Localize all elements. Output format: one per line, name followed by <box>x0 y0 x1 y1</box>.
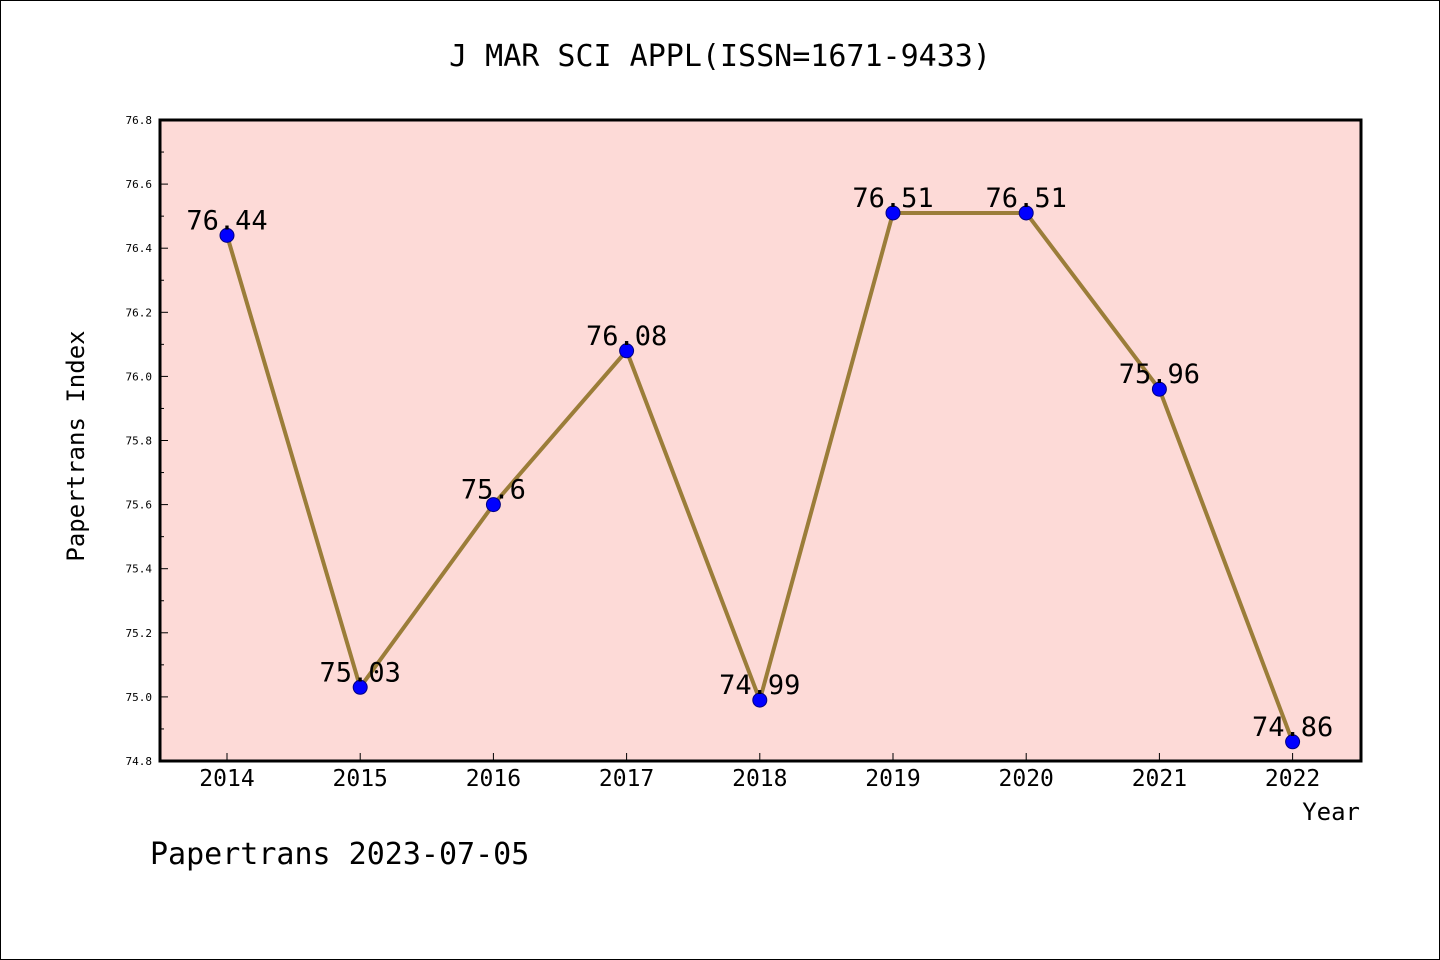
data-labels: 76.44 75.03 75.6 76.08 74.99 76.51 76.51 75.96 7… <box>186 183 1333 743</box>
x-tick-label: 2014 <box>199 766 254 792</box>
y-axis-title: Papertrans Index <box>62 330 90 561</box>
y-tick-label: 76.2 <box>126 306 153 319</box>
y-tick-label: 75.6 <box>126 499 153 512</box>
data-point <box>1285 734 1301 750</box>
x-tick-label: 2015 <box>333 766 388 792</box>
data-point <box>485 497 501 513</box>
x-tick-label: 2016 <box>466 766 521 792</box>
data-point <box>1151 381 1167 397</box>
data-label: 76.51 <box>852 183 933 214</box>
y-tick-label: 76.0 <box>126 370 153 383</box>
data-point <box>752 692 768 708</box>
y-tick-label: 76.8 <box>126 114 153 127</box>
y-tick-label: 74.8 <box>126 755 153 768</box>
y-tick-label: 75.2 <box>126 627 153 640</box>
x-tick-label: 2022 <box>1265 766 1320 792</box>
x-tick-label: 2018 <box>732 766 787 792</box>
y-tick-label: 76.4 <box>126 242 153 255</box>
data-point <box>619 343 635 359</box>
data-label: 76.44 <box>186 205 267 236</box>
data-point <box>1018 205 1034 221</box>
data-label: 74.99 <box>719 670 800 701</box>
data-label: 75.6 <box>461 475 526 506</box>
data-label: 75.03 <box>320 657 401 688</box>
y-tick-label: 75.4 <box>126 563 153 576</box>
data-point <box>885 205 901 221</box>
chart-title: J MAR SCI APPL(ISSN=1671-9433) <box>449 39 991 74</box>
plot-area <box>158 118 1363 763</box>
data-label: 76.51 <box>986 183 1067 214</box>
y-tick-label: 76.6 <box>126 178 153 191</box>
x-tick-label: 2019 <box>865 766 920 792</box>
data-points <box>219 205 1301 750</box>
y-tick-label: 75.8 <box>126 435 153 448</box>
y-axis: 74.8 75.0 75.2 75.4 75.6 75.8 76.0 76.2 76.4 76.6… <box>126 114 168 768</box>
x-tick-label: 2021 <box>1132 766 1187 792</box>
data-label: 76.08 <box>586 321 667 352</box>
x-axis-title: Year <box>1302 798 1360 826</box>
x-axis: 2014 2015 2016 2017 2018 2019 2020 2021 2022 <box>199 753 1320 792</box>
data-label: 75.96 <box>1119 359 1200 390</box>
y-tick-label: 75.0 <box>126 691 153 704</box>
data-label: 74.86 <box>1252 712 1333 743</box>
data-point <box>352 679 368 695</box>
footer-source: Papertrans 2023-07-05 <box>150 837 529 872</box>
x-tick-label: 2020 <box>999 766 1054 792</box>
x-tick-label: 2017 <box>599 766 654 792</box>
data-point <box>219 227 235 243</box>
